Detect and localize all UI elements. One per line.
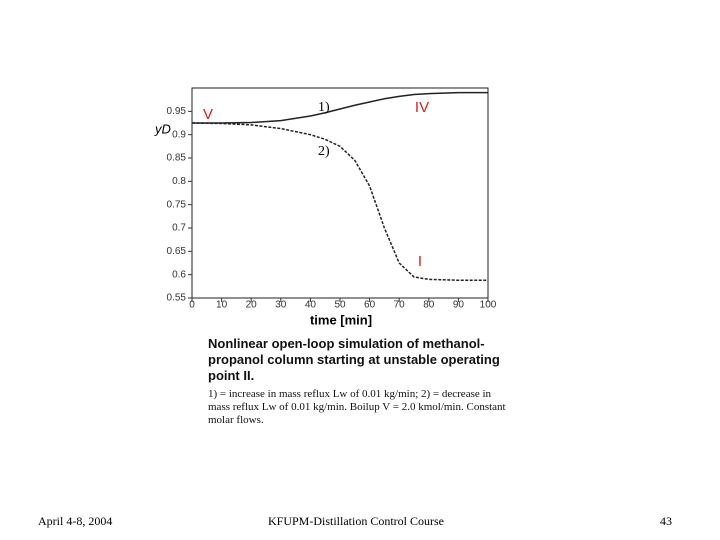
series-line <box>191 122 488 282</box>
y-tick-label: 0.85 <box>167 153 187 164</box>
x-tick-label: 50 <box>334 300 346 311</box>
x-tick-label: 40 <box>305 300 317 311</box>
x-tick-label: 30 <box>275 300 287 311</box>
footer-page: 43 <box>660 514 672 528</box>
series-label: 1) <box>318 100 330 115</box>
y-axis-label: yD <box>154 121 171 136</box>
y-tick-label: 0.95 <box>167 106 187 117</box>
y-tick-label: 0.9 <box>172 129 186 140</box>
x-tick-label: 10 <box>216 300 228 311</box>
footer-course: KFUPM-Distillation Control Course <box>268 514 445 528</box>
annotation: IV <box>415 99 429 116</box>
x-tick-label: 100 <box>480 300 497 311</box>
x-tick-label: 70 <box>394 300 406 311</box>
y-tick-label: 0.55 <box>167 293 187 304</box>
y-tick-label: 0.65 <box>167 246 187 257</box>
series-line <box>192 91 488 124</box>
caption-title: Nonlinear open-loop simulation of methan… <box>208 336 500 383</box>
annotation: I <box>418 253 422 270</box>
y-tick-label: 0.6 <box>172 269 186 280</box>
y-tick-label: 0.7 <box>172 223 186 234</box>
caption-text: 1) = increase in mass reflux Lw of 0.01 … <box>208 388 506 426</box>
series-label: 2) <box>318 144 330 159</box>
annotation: V <box>203 106 213 123</box>
plot-frame <box>191 87 489 299</box>
x-tick-label: 60 <box>364 300 376 311</box>
footer-date: April 4-8, 2004 <box>38 514 113 528</box>
x-tick-label: 20 <box>246 300 258 311</box>
x-tick-label: 80 <box>423 300 435 311</box>
x-axis-label: time [min] <box>310 312 372 327</box>
x-tick-label: 90 <box>453 300 465 311</box>
x-tick-label: 0 <box>189 300 195 311</box>
y-tick-label: 0.8 <box>172 176 186 187</box>
y-tick-label: 0.75 <box>167 199 187 210</box>
